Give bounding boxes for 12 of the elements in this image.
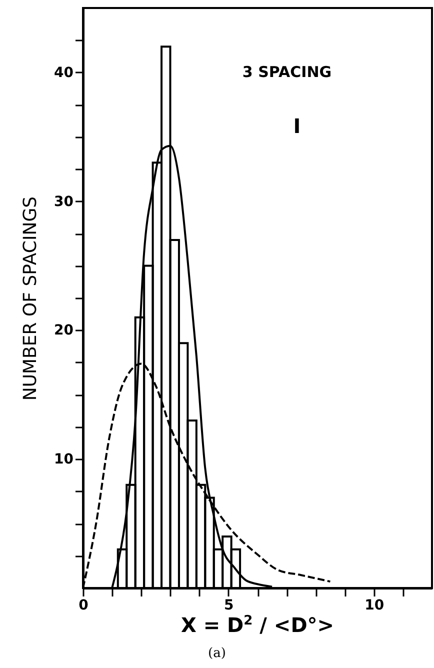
x-tick-label: 5 [224,598,234,614]
annotation: 3 SPACING [242,63,332,81]
y-axis-title: NUMBER OF SPACINGS [20,196,42,401]
text: (a) [208,646,226,661]
x-tick-label: 10 [364,598,384,614]
x-axis-title: X = D$^{2}$ / <D°> [180,613,336,637]
y-tick-label: 30 [54,194,74,210]
y-tick-label: 10 [54,452,74,468]
x-tick-label: 0 [78,598,89,614]
y-tick-label: 40 [54,64,74,81]
annotation: I [293,114,301,138]
y-tick-label: 20 [54,322,74,339]
